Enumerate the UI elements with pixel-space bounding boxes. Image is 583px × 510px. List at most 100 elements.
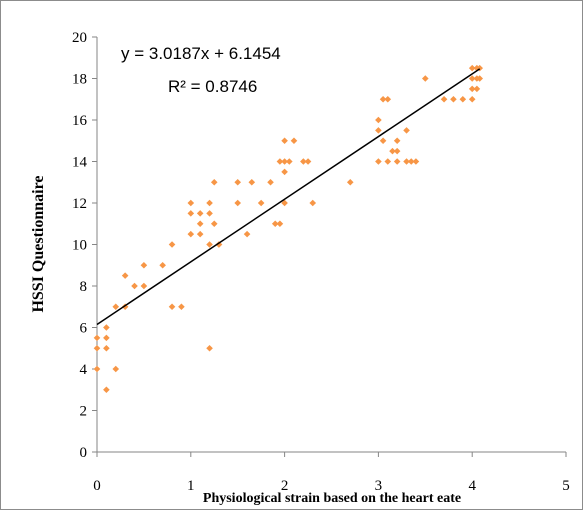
data-point bbox=[276, 220, 284, 228]
data-point bbox=[112, 365, 120, 373]
data-point bbox=[206, 199, 213, 207]
data-point bbox=[206, 241, 213, 248]
data-point bbox=[281, 158, 288, 165]
data-point bbox=[389, 147, 396, 155]
x-tick-label: 5 bbox=[562, 478, 570, 494]
x-axis: 0 1 2 3 4 5 bbox=[93, 451, 570, 494]
data-point bbox=[468, 85, 476, 93]
data-point bbox=[103, 344, 110, 352]
data-point bbox=[187, 210, 195, 217]
data-point bbox=[300, 158, 307, 165]
y-axis: 0 2 4 6 8 10 12 14 16 18 20 bbox=[72, 30, 98, 461]
data-point bbox=[403, 158, 410, 165]
data-point bbox=[210, 220, 218, 228]
data-point bbox=[206, 344, 213, 352]
data-point bbox=[379, 95, 387, 103]
data-point bbox=[309, 199, 317, 207]
y-tick-label: 2 bbox=[80, 404, 88, 420]
data-point bbox=[187, 230, 195, 238]
y-tick-label: 16 bbox=[72, 113, 88, 129]
data-point bbox=[178, 303, 185, 311]
data-point bbox=[290, 137, 298, 145]
data-point bbox=[121, 272, 129, 279]
data-point bbox=[93, 334, 101, 342]
data-point bbox=[459, 95, 467, 103]
x-tick-label: 4 bbox=[468, 478, 476, 494]
y-tick-label: 0 bbox=[80, 445, 88, 461]
data-point bbox=[140, 261, 148, 269]
data-point bbox=[276, 158, 284, 165]
data-point bbox=[440, 95, 448, 103]
data-point bbox=[196, 210, 204, 217]
data-point bbox=[468, 64, 476, 72]
data-point bbox=[412, 158, 420, 165]
data-point bbox=[375, 158, 382, 165]
data-point bbox=[257, 199, 265, 207]
data-point bbox=[403, 127, 410, 134]
data-point bbox=[187, 199, 195, 207]
data-point bbox=[103, 386, 110, 394]
data-point bbox=[450, 95, 457, 103]
data-point bbox=[93, 365, 101, 373]
x-axis-title: Physiological strain based on the heart … bbox=[203, 491, 461, 506]
data-point bbox=[468, 95, 476, 103]
data-point bbox=[393, 137, 401, 145]
data-point bbox=[281, 199, 288, 207]
x-tick-label: 3 bbox=[375, 478, 383, 494]
data-point bbox=[384, 95, 392, 103]
data-point bbox=[346, 178, 354, 186]
trendline-group bbox=[96, 68, 481, 326]
data-point bbox=[140, 282, 148, 290]
data-point bbox=[168, 241, 176, 248]
data-point bbox=[267, 178, 274, 186]
data-point bbox=[159, 261, 166, 269]
data-point bbox=[93, 344, 101, 352]
data-point bbox=[379, 137, 387, 145]
data-point bbox=[375, 127, 382, 134]
y-tick-label: 4 bbox=[80, 362, 88, 378]
data-point bbox=[168, 303, 176, 311]
data-point bbox=[384, 158, 392, 165]
data-point bbox=[476, 75, 484, 82]
y-tick-label: 8 bbox=[80, 279, 88, 295]
data-point bbox=[281, 168, 288, 176]
trendline-r2: R² = 0.8746 bbox=[168, 77, 257, 96]
y-tick-label: 18 bbox=[72, 72, 87, 88]
data-point bbox=[476, 64, 484, 72]
y-tick-label: 14 bbox=[72, 155, 88, 171]
trendline-equation: y = 3.0187x + 6.1454 bbox=[121, 44, 281, 63]
data-point bbox=[248, 178, 256, 186]
x-tick-label: 2 bbox=[281, 478, 289, 494]
data-point bbox=[375, 116, 382, 124]
data-point bbox=[234, 178, 241, 186]
x-tick-label: 0 bbox=[93, 478, 101, 494]
y-tick-label: 20 bbox=[72, 30, 87, 46]
y-tick-label: 10 bbox=[72, 238, 87, 254]
data-point bbox=[473, 85, 481, 93]
data-point bbox=[196, 220, 204, 228]
trendline bbox=[96, 68, 481, 326]
data-point bbox=[206, 210, 213, 217]
data-point bbox=[131, 282, 138, 290]
data-point bbox=[407, 158, 415, 165]
data-point bbox=[271, 220, 279, 228]
y-tick-label: 12 bbox=[72, 196, 87, 212]
data-point bbox=[304, 158, 312, 165]
data-point bbox=[112, 303, 120, 311]
data-point bbox=[393, 158, 401, 165]
data-point bbox=[234, 199, 241, 207]
data-point bbox=[422, 75, 429, 82]
data-points bbox=[93, 64, 484, 394]
data-point bbox=[468, 75, 476, 82]
y-tick-label: 6 bbox=[80, 321, 88, 337]
data-point bbox=[196, 230, 204, 238]
data-point bbox=[103, 334, 110, 342]
data-point bbox=[243, 230, 251, 238]
y-axis-title: HSSI Questionnaire bbox=[30, 175, 47, 312]
data-point bbox=[103, 324, 110, 331]
data-point bbox=[285, 158, 293, 165]
data-point bbox=[210, 178, 218, 186]
data-point bbox=[281, 137, 288, 145]
